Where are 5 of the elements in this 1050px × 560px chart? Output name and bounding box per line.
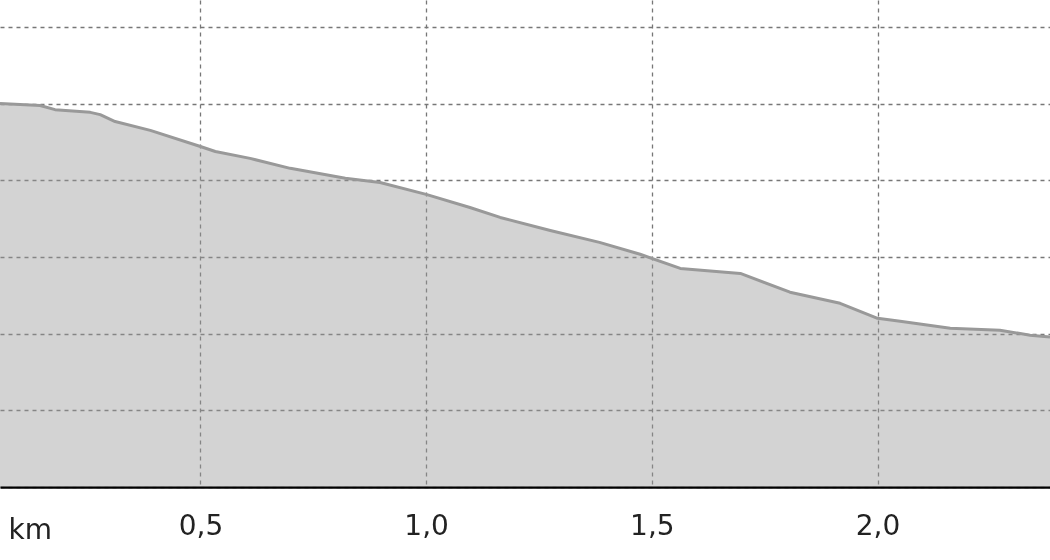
x-tick-label: 1,0 xyxy=(404,508,449,542)
x-axis-title: km xyxy=(8,512,52,546)
x-tick-label: 0,5 xyxy=(178,508,224,542)
x-tick-label: 2,0 xyxy=(855,508,901,542)
x-tick-label: 1,5 xyxy=(630,508,675,542)
